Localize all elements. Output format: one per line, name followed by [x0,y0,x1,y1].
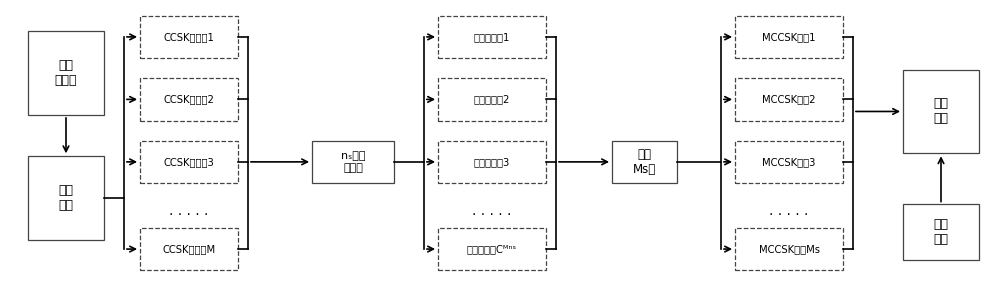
Text: · · · · ·: · · · · · [769,208,809,222]
Text: 循环
移位: 循环 移位 [58,184,74,212]
Text: · · · · ·: · · · · · [472,208,512,222]
Text: CCSK子符号3: CCSK子符号3 [164,157,214,167]
FancyBboxPatch shape [438,16,546,58]
FancyBboxPatch shape [735,228,843,270]
Text: 数据
映射: 数据 映射 [934,97,949,126]
FancyBboxPatch shape [140,16,238,58]
Text: MCCSK符号Ms: MCCSK符号Ms [759,244,820,254]
FancyBboxPatch shape [903,204,979,260]
FancyBboxPatch shape [735,141,843,183]
FancyBboxPatch shape [735,16,843,58]
Text: · · · · ·: · · · · · [169,208,209,222]
Text: CCSK子符号2: CCSK子符号2 [164,94,214,105]
FancyBboxPatch shape [612,141,677,183]
Text: 扩展子符号1: 扩展子符号1 [474,32,510,42]
FancyBboxPatch shape [28,156,104,240]
Text: MCCSK符号3: MCCSK符号3 [762,157,816,167]
Text: MCCSK符号1: MCCSK符号1 [762,32,816,42]
Text: 待传
数据: 待传 数据 [934,218,949,246]
FancyBboxPatch shape [28,31,104,115]
FancyBboxPatch shape [140,141,238,183]
FancyBboxPatch shape [735,78,843,121]
FancyBboxPatch shape [438,228,546,270]
Text: 扩展子符号Cᴹⁿˢ: 扩展子符号Cᴹⁿˢ [467,244,517,254]
Text: MCCSK符号2: MCCSK符号2 [762,94,816,105]
Text: 时域
基函数: 时域 基函数 [55,59,77,87]
Text: CCSK子符号M: CCSK子符号M [162,244,216,254]
FancyBboxPatch shape [438,78,546,121]
FancyBboxPatch shape [438,141,546,183]
Text: nₛ次叠
加组合: nₛ次叠 加组合 [341,151,365,173]
FancyBboxPatch shape [140,78,238,121]
FancyBboxPatch shape [903,70,979,153]
Text: 扩展子符号3: 扩展子符号3 [474,157,510,167]
FancyBboxPatch shape [140,228,238,270]
Text: 选取
Ms个: 选取 Ms个 [633,148,656,176]
Text: 扩展子符号2: 扩展子符号2 [474,94,510,105]
Text: CCSK子符号1: CCSK子符号1 [164,32,214,42]
FancyBboxPatch shape [312,141,394,183]
